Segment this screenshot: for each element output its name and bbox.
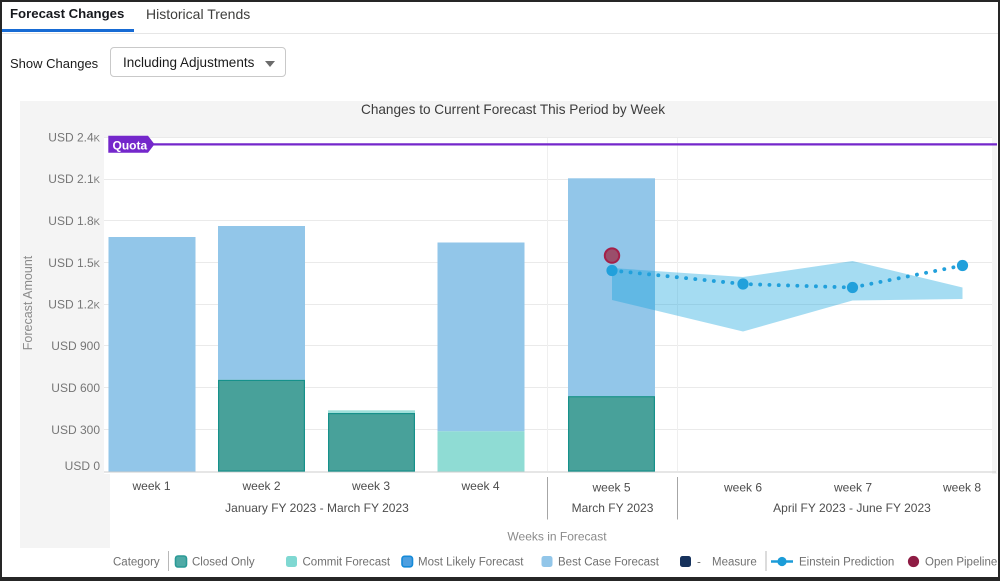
svg-text:week 3: week 3 [351, 479, 390, 493]
svg-text:Closed Only: Closed Only [192, 557, 255, 569]
svg-text:Forecast Amount: Forecast Amount [21, 255, 35, 350]
svg-text:Quota: Quota [113, 138, 148, 152]
svg-text:USD 1.5K: USD 1.5K [48, 256, 100, 270]
svg-text:week 1: week 1 [131, 479, 170, 493]
svg-text:week 7: week 7 [833, 481, 872, 495]
svg-text:Best Case Forecast: Best Case Forecast [558, 557, 660, 569]
svg-text:Most Likely Forecast: Most Likely Forecast [418, 557, 524, 569]
svg-text:Einstein Prediction: Einstein Prediction [799, 557, 894, 569]
svg-text:April FY 2023 - June FY 2023: April FY 2023 - June FY 2023 [773, 501, 931, 515]
svg-text:March FY 2023: March FY 2023 [572, 501, 654, 515]
svg-text:Measure: Measure [712, 557, 757, 569]
svg-text:USD 600: USD 600 [51, 381, 100, 395]
svg-text:Weeks in Forecast: Weeks in Forecast [507, 530, 607, 544]
svg-text:week 2: week 2 [241, 479, 280, 493]
svg-text:week 8: week 8 [942, 481, 981, 495]
svg-text:USD 900: USD 900 [51, 339, 100, 353]
svg-text:week 5: week 5 [591, 481, 630, 495]
svg-text:Open Pipeline: Open Pipeline [925, 557, 997, 569]
svg-text:-: - [697, 557, 701, 569]
svg-text:USD 300: USD 300 [51, 423, 100, 437]
svg-text:USD 2.1K: USD 2.1K [48, 172, 100, 186]
svg-text:Changes to Current Forecast Th: Changes to Current Forecast This Period … [361, 102, 665, 117]
svg-text:January FY 2023 - March FY 202: January FY 2023 - March FY 2023 [225, 501, 409, 515]
svg-text:week 6: week 6 [723, 481, 762, 495]
svg-text:Category: Category [113, 557, 160, 569]
svg-text:USD 2.4K: USD 2.4K [48, 131, 100, 145]
svg-text:USD 1.2K: USD 1.2K [48, 298, 100, 312]
svg-text:USD 0: USD 0 [65, 459, 101, 473]
svg-text:week 4: week 4 [460, 479, 499, 493]
svg-text:Commit Forecast: Commit Forecast [303, 557, 391, 569]
svg-text:USD 1.8K: USD 1.8K [48, 214, 100, 228]
